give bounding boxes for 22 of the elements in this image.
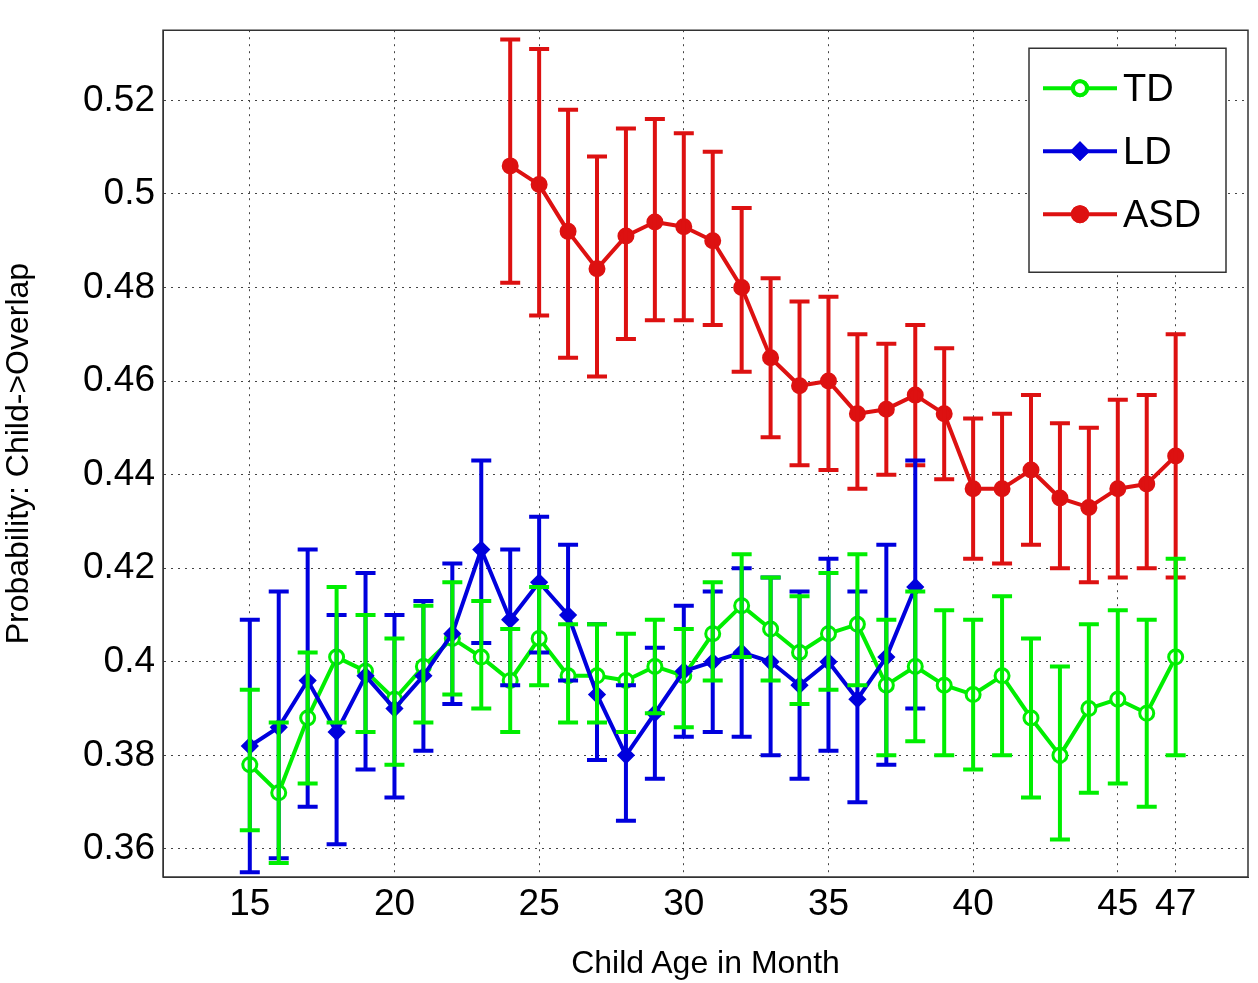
y-tick-label: 0.4 bbox=[103, 638, 155, 680]
y-tick-label: 0.36 bbox=[82, 826, 155, 868]
legend-label: TD bbox=[1123, 66, 1174, 109]
x-axis-title: Child Age in Month bbox=[571, 943, 840, 980]
x-tick-label: 15 bbox=[229, 882, 271, 924]
y-tick-label: 0.5 bbox=[103, 171, 155, 213]
y-axis-title: Probability: Child->Overlap bbox=[0, 262, 36, 645]
y-tick-label: 0.42 bbox=[82, 545, 155, 587]
x-tick-label: 45 bbox=[1097, 882, 1139, 924]
x-tick-label: 47 bbox=[1155, 882, 1197, 924]
x-tick-label: 20 bbox=[373, 882, 416, 924]
y-tick-label: 0.44 bbox=[82, 451, 155, 493]
y-tick-label: 0.46 bbox=[82, 358, 155, 400]
legend-label: LD bbox=[1123, 129, 1172, 172]
y-tick-label: 0.48 bbox=[82, 264, 155, 306]
legend-label: ASD bbox=[1123, 192, 1202, 235]
x-tick-label: 30 bbox=[663, 882, 705, 924]
y-tick-label: 0.52 bbox=[82, 77, 155, 119]
x-tick-label: 25 bbox=[518, 882, 560, 924]
x-tick-label: 35 bbox=[807, 882, 850, 924]
x-tick-label: 40 bbox=[952, 882, 994, 924]
y-tick-label: 0.38 bbox=[82, 732, 155, 774]
